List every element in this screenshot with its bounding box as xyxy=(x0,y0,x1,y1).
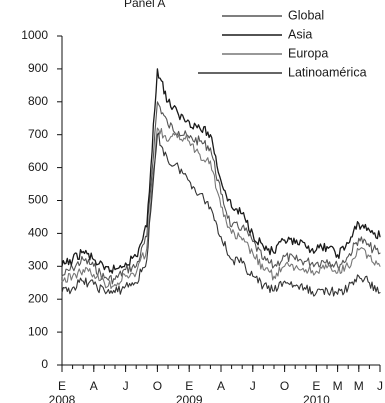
legend-label: Asia xyxy=(288,27,312,41)
y-tick-label: 900 xyxy=(28,61,48,75)
series-line-europa xyxy=(61,127,381,290)
x-tick-label: E xyxy=(58,379,66,393)
x-tick-label: M xyxy=(333,379,343,393)
legend-label: Latinoamérica xyxy=(288,65,367,79)
y-axis: 0 100 200 300 400 500 600 700 800 900 1000 xyxy=(21,28,63,371)
x-tick-label: J xyxy=(250,379,256,393)
x-tick-label: A xyxy=(90,379,98,393)
y-tick-label: 300 xyxy=(28,258,48,272)
y-tick-label: 700 xyxy=(28,127,48,141)
x-tick-label: A xyxy=(217,379,225,393)
legend-label: Global xyxy=(288,8,324,22)
y-tick-label: 800 xyxy=(28,94,48,108)
x-tick-label: E xyxy=(185,379,193,393)
x-tick-label: J xyxy=(123,379,129,393)
x-tick-label: J xyxy=(377,379,383,393)
series-line-latinoam-rica xyxy=(61,132,381,297)
y-tick-label: 500 xyxy=(28,193,48,207)
series-line-global xyxy=(61,101,381,285)
y-tick-label: 600 xyxy=(28,160,48,174)
y-tick-label: 400 xyxy=(28,226,48,240)
y-tick-label: 1000 xyxy=(21,28,48,42)
y-tick-label: 0 xyxy=(41,357,48,371)
series-line-asia xyxy=(61,68,381,274)
legend: Global Asia Europa Latinoamérica xyxy=(198,8,367,79)
x-tick-label: O xyxy=(280,379,289,393)
y-tick-label: 200 xyxy=(28,291,48,305)
x-tick-label: O xyxy=(153,379,162,393)
series-lines xyxy=(61,68,381,297)
legend-label: Europa xyxy=(288,46,328,60)
x-tick-label: M xyxy=(354,379,364,393)
year-label: 2010 xyxy=(303,393,330,403)
year-label: 2008 xyxy=(49,393,76,403)
chart-top-text: Panel A xyxy=(124,0,165,10)
x-tick-label: E xyxy=(312,379,320,393)
y-tick-label: 100 xyxy=(28,324,48,338)
year-label: 2009 xyxy=(176,393,203,403)
